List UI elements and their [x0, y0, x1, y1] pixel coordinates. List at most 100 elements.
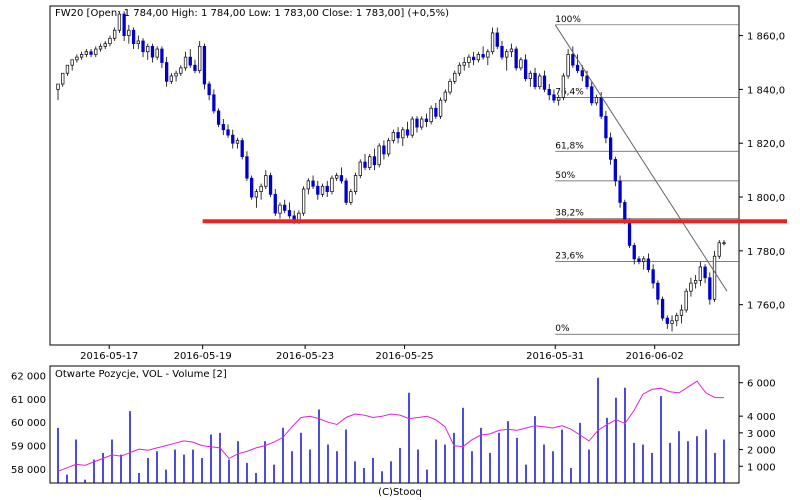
candle-body-up	[557, 97, 561, 101]
candle-body-up	[420, 118, 424, 128]
candle-body-up	[462, 62, 466, 66]
candle-body-up	[146, 46, 150, 53]
price-y-tick-label: 1 760,0	[747, 301, 785, 312]
candle-body-down	[646, 258, 651, 271]
open-interest-y-tick-label: 60 000	[11, 418, 46, 429]
candle-body-down	[415, 118, 419, 128]
candle-body-down	[481, 54, 485, 58]
volume-y-tick-label: 3 000	[747, 429, 776, 440]
candle-body-up	[722, 242, 726, 245]
candle-body-up	[712, 255, 717, 300]
candle-body-down	[627, 220, 632, 246]
volume-chart-title: Otwarte Pozycje, VOL - Volume [2]	[55, 369, 227, 380]
candle-body-up	[259, 185, 263, 192]
candle-body-up	[486, 51, 490, 58]
candle-body-down	[434, 107, 438, 117]
candle-body-down	[613, 159, 617, 182]
fibonacci-level-label: 0%	[555, 324, 570, 334]
price-x-tick-label: 2016-05-23	[276, 351, 334, 362]
candle-body-down	[344, 180, 348, 203]
candle-body-up	[179, 67, 183, 74]
candle-body-up	[155, 48, 159, 58]
candle-body-up	[264, 175, 268, 187]
candle-body-down	[523, 59, 528, 79]
candle-body-down	[514, 48, 518, 69]
candle-body-down	[547, 89, 551, 96]
candle-body-up	[443, 91, 447, 101]
candle-body-up	[717, 242, 721, 257]
candle-body-up	[675, 315, 679, 322]
candle-body-up	[301, 188, 306, 214]
candle-body-up	[65, 64, 70, 74]
candle-body-up	[353, 175, 358, 192]
candle-body-up	[56, 83, 60, 90]
price-y-axis: 1 760,0 1 780,0 1 800,0 1 820,0 1 840,0 1 860…	[739, 32, 785, 312]
candle-body-up	[136, 40, 140, 45]
candle-body-down	[542, 75, 547, 90]
candle-body-down	[316, 185, 320, 195]
candle-body-up	[103, 43, 107, 47]
candle-body-down	[665, 317, 669, 324]
candle-body-down	[703, 266, 707, 279]
candle-body-down	[585, 75, 589, 88]
candle-body-down	[623, 202, 627, 222]
trend-line	[554, 24, 728, 292]
candle-body-up	[693, 280, 698, 284]
candle-body-down	[405, 129, 410, 136]
candle-body-down	[382, 145, 386, 155]
candle-body-up	[561, 75, 566, 98]
candle-body-up	[306, 180, 310, 190]
candle-body-up	[169, 75, 174, 82]
candle-body-down	[325, 185, 329, 192]
candle-body-up	[509, 48, 514, 53]
candle-body-up	[410, 118, 414, 136]
candle-body-up	[349, 191, 353, 203]
candle-body-up	[448, 80, 452, 93]
candle-body-up	[670, 320, 674, 324]
candle-body-down	[226, 129, 230, 136]
candle-body-up	[429, 107, 433, 123]
candle-body-up	[358, 161, 362, 176]
fibonacci-retracement: 100% 76,4% 61,8% 50% 38,2% 23,6% 0%	[555, 15, 739, 335]
candle-body-down	[216, 110, 221, 125]
candle-body-down	[396, 132, 400, 139]
candle-body-down	[599, 97, 603, 117]
volume-y-tick-label: 1 000	[747, 462, 776, 473]
volume-bars	[57, 377, 725, 483]
candle-body-down	[372, 156, 377, 166]
price-panel: FW20 [Open: 1 784,00 High: 1 784,00 Low:…	[49, 5, 787, 362]
candle-body-down	[604, 115, 608, 139]
candle-body-down	[571, 54, 575, 66]
price-x-tick-label: 2016-06-02	[626, 351, 684, 362]
open-interest-line	[57, 380, 724, 472]
candle-body-down	[580, 70, 584, 77]
candle-body-up	[594, 97, 599, 104]
candle-body-up	[386, 140, 391, 155]
price-x-tick-label: 2016-05-19	[174, 351, 232, 362]
price-x-tick-label: 2016-05-17	[80, 351, 138, 362]
fibonacci-level-label: 76,4%	[555, 87, 584, 97]
price-chart-title: FW20 [Open: 1 784,00 High: 1 784,00 Low:…	[55, 8, 449, 19]
candle-body-up	[117, 13, 122, 31]
price-y-tick-label: 1 820,0	[747, 139, 785, 150]
candle-body-up	[538, 75, 542, 88]
candle-body-down	[575, 64, 580, 71]
candle-body-down	[287, 210, 292, 217]
volume-y-tick-label: 6 000	[747, 379, 776, 390]
candle-body-up	[698, 266, 703, 281]
volume-y-axis: 6 000 4 000 3 000 2 000 1 000	[739, 379, 776, 473]
candle-body-down	[608, 137, 613, 160]
open-interest-y-axis: 62 000 61 000 60 000 59 000 58 000	[11, 371, 46, 476]
candle-body-down	[150, 46, 155, 58]
price-y-tick-label: 1 800,0	[747, 193, 785, 204]
candle-body-up	[61, 72, 65, 85]
candle-body-up	[391, 132, 396, 141]
candle-body-up	[174, 72, 178, 77]
price-plot-frame	[49, 5, 740, 346]
candle-body-up	[528, 72, 532, 79]
fibonacci-level-label: 38,2%	[555, 209, 584, 219]
candle-body-up	[679, 309, 684, 316]
candle-body-down	[500, 46, 504, 58]
volume-plot-frame	[49, 365, 740, 484]
candle-body-up	[108, 37, 112, 45]
